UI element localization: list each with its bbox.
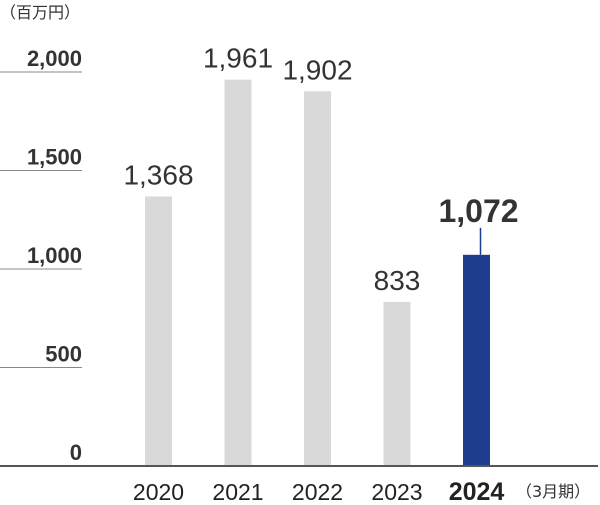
x-tick-label-2020: 2020 — [133, 479, 184, 505]
x-tick-label-2022: 2022 — [292, 479, 343, 505]
x-tick-label-2023: 2023 — [371, 479, 422, 505]
period-label: （3月期） — [516, 482, 590, 501]
bar-2024 — [463, 254, 490, 466]
bar-2020 — [145, 196, 172, 466]
value-label-2021: 1,961 — [203, 43, 273, 74]
bar-2022 — [304, 91, 331, 466]
value-label-2020: 1,368 — [123, 160, 193, 191]
y-tick-label: 500 — [45, 342, 82, 367]
value-label-2022: 1,902 — [282, 54, 352, 85]
x-tick-label-2021: 2021 — [212, 479, 263, 505]
bar-2023 — [383, 301, 411, 466]
x-tick-label-2024: 2024 — [449, 478, 505, 505]
value-label-2023: 833 — [374, 265, 421, 296]
x-axis: 2020 2021 2022 2023 2024 — [133, 478, 504, 505]
y-axis: 0 500 1,000 1,500 2,000 — [0, 46, 82, 465]
bars — [145, 79, 490, 467]
y-tick-label: 0 — [70, 440, 82, 465]
y-tick-label: 2,000 — [27, 46, 82, 71]
unit-label: （百万円） — [0, 3, 80, 22]
y-tick-label: 1,500 — [27, 145, 82, 170]
value-label-2024: 1,072 — [438, 193, 518, 229]
y-tick-label: 1,000 — [27, 243, 82, 268]
value-labels: 1,368 1,961 1,902 833 1,072 — [123, 43, 518, 296]
bar-2021 — [224, 79, 252, 467]
